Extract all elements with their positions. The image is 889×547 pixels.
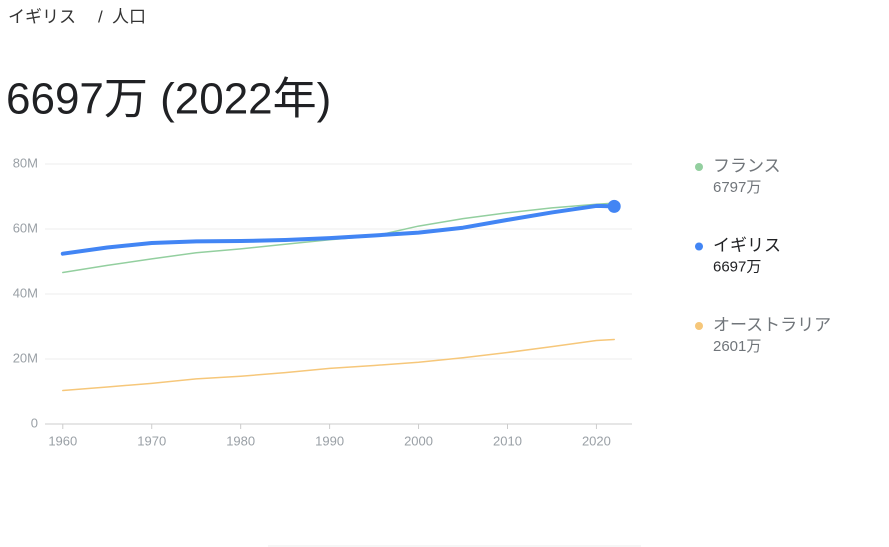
legend-name[interactable]: オーストラリア (713, 315, 831, 334)
y-tick-label: 20M (13, 350, 38, 365)
legend-name[interactable]: イギリス (713, 236, 781, 255)
x-tick-label: 2000 (404, 433, 433, 448)
legend-dot[interactable] (695, 242, 703, 251)
x-tick-label: 1980 (226, 433, 255, 448)
series-line (62, 338, 615, 392)
x-tick-label: 1970 (137, 433, 166, 448)
end-point (607, 199, 621, 213)
y-tick-label: 80M (13, 155, 38, 170)
legend-value: 6797万 (713, 179, 761, 196)
y-tick-label: 0 (31, 415, 38, 430)
x-tick-label: 2020 (582, 433, 611, 448)
x-tick-label: 2010 (493, 433, 522, 448)
breadcrumb-separator: / (98, 7, 103, 26)
breadcrumb[interactable]: イギリス (8, 7, 76, 26)
y-tick-label: 60M (13, 220, 38, 235)
series-line (60, 203, 617, 256)
x-tick-label: 1990 (315, 433, 344, 448)
x-tick-label: 1960 (48, 433, 77, 448)
legend-name[interactable]: フランス (713, 156, 781, 175)
headline: 6697万 (2022年) (6, 75, 331, 124)
legend-dot[interactable] (695, 163, 703, 171)
legend-value: 6697万 (713, 258, 761, 275)
breadcrumb: 人口 (112, 7, 146, 26)
legend-dot[interactable] (695, 322, 703, 330)
y-tick-label: 40M (13, 285, 38, 300)
legend-value: 2601万 (713, 338, 761, 355)
